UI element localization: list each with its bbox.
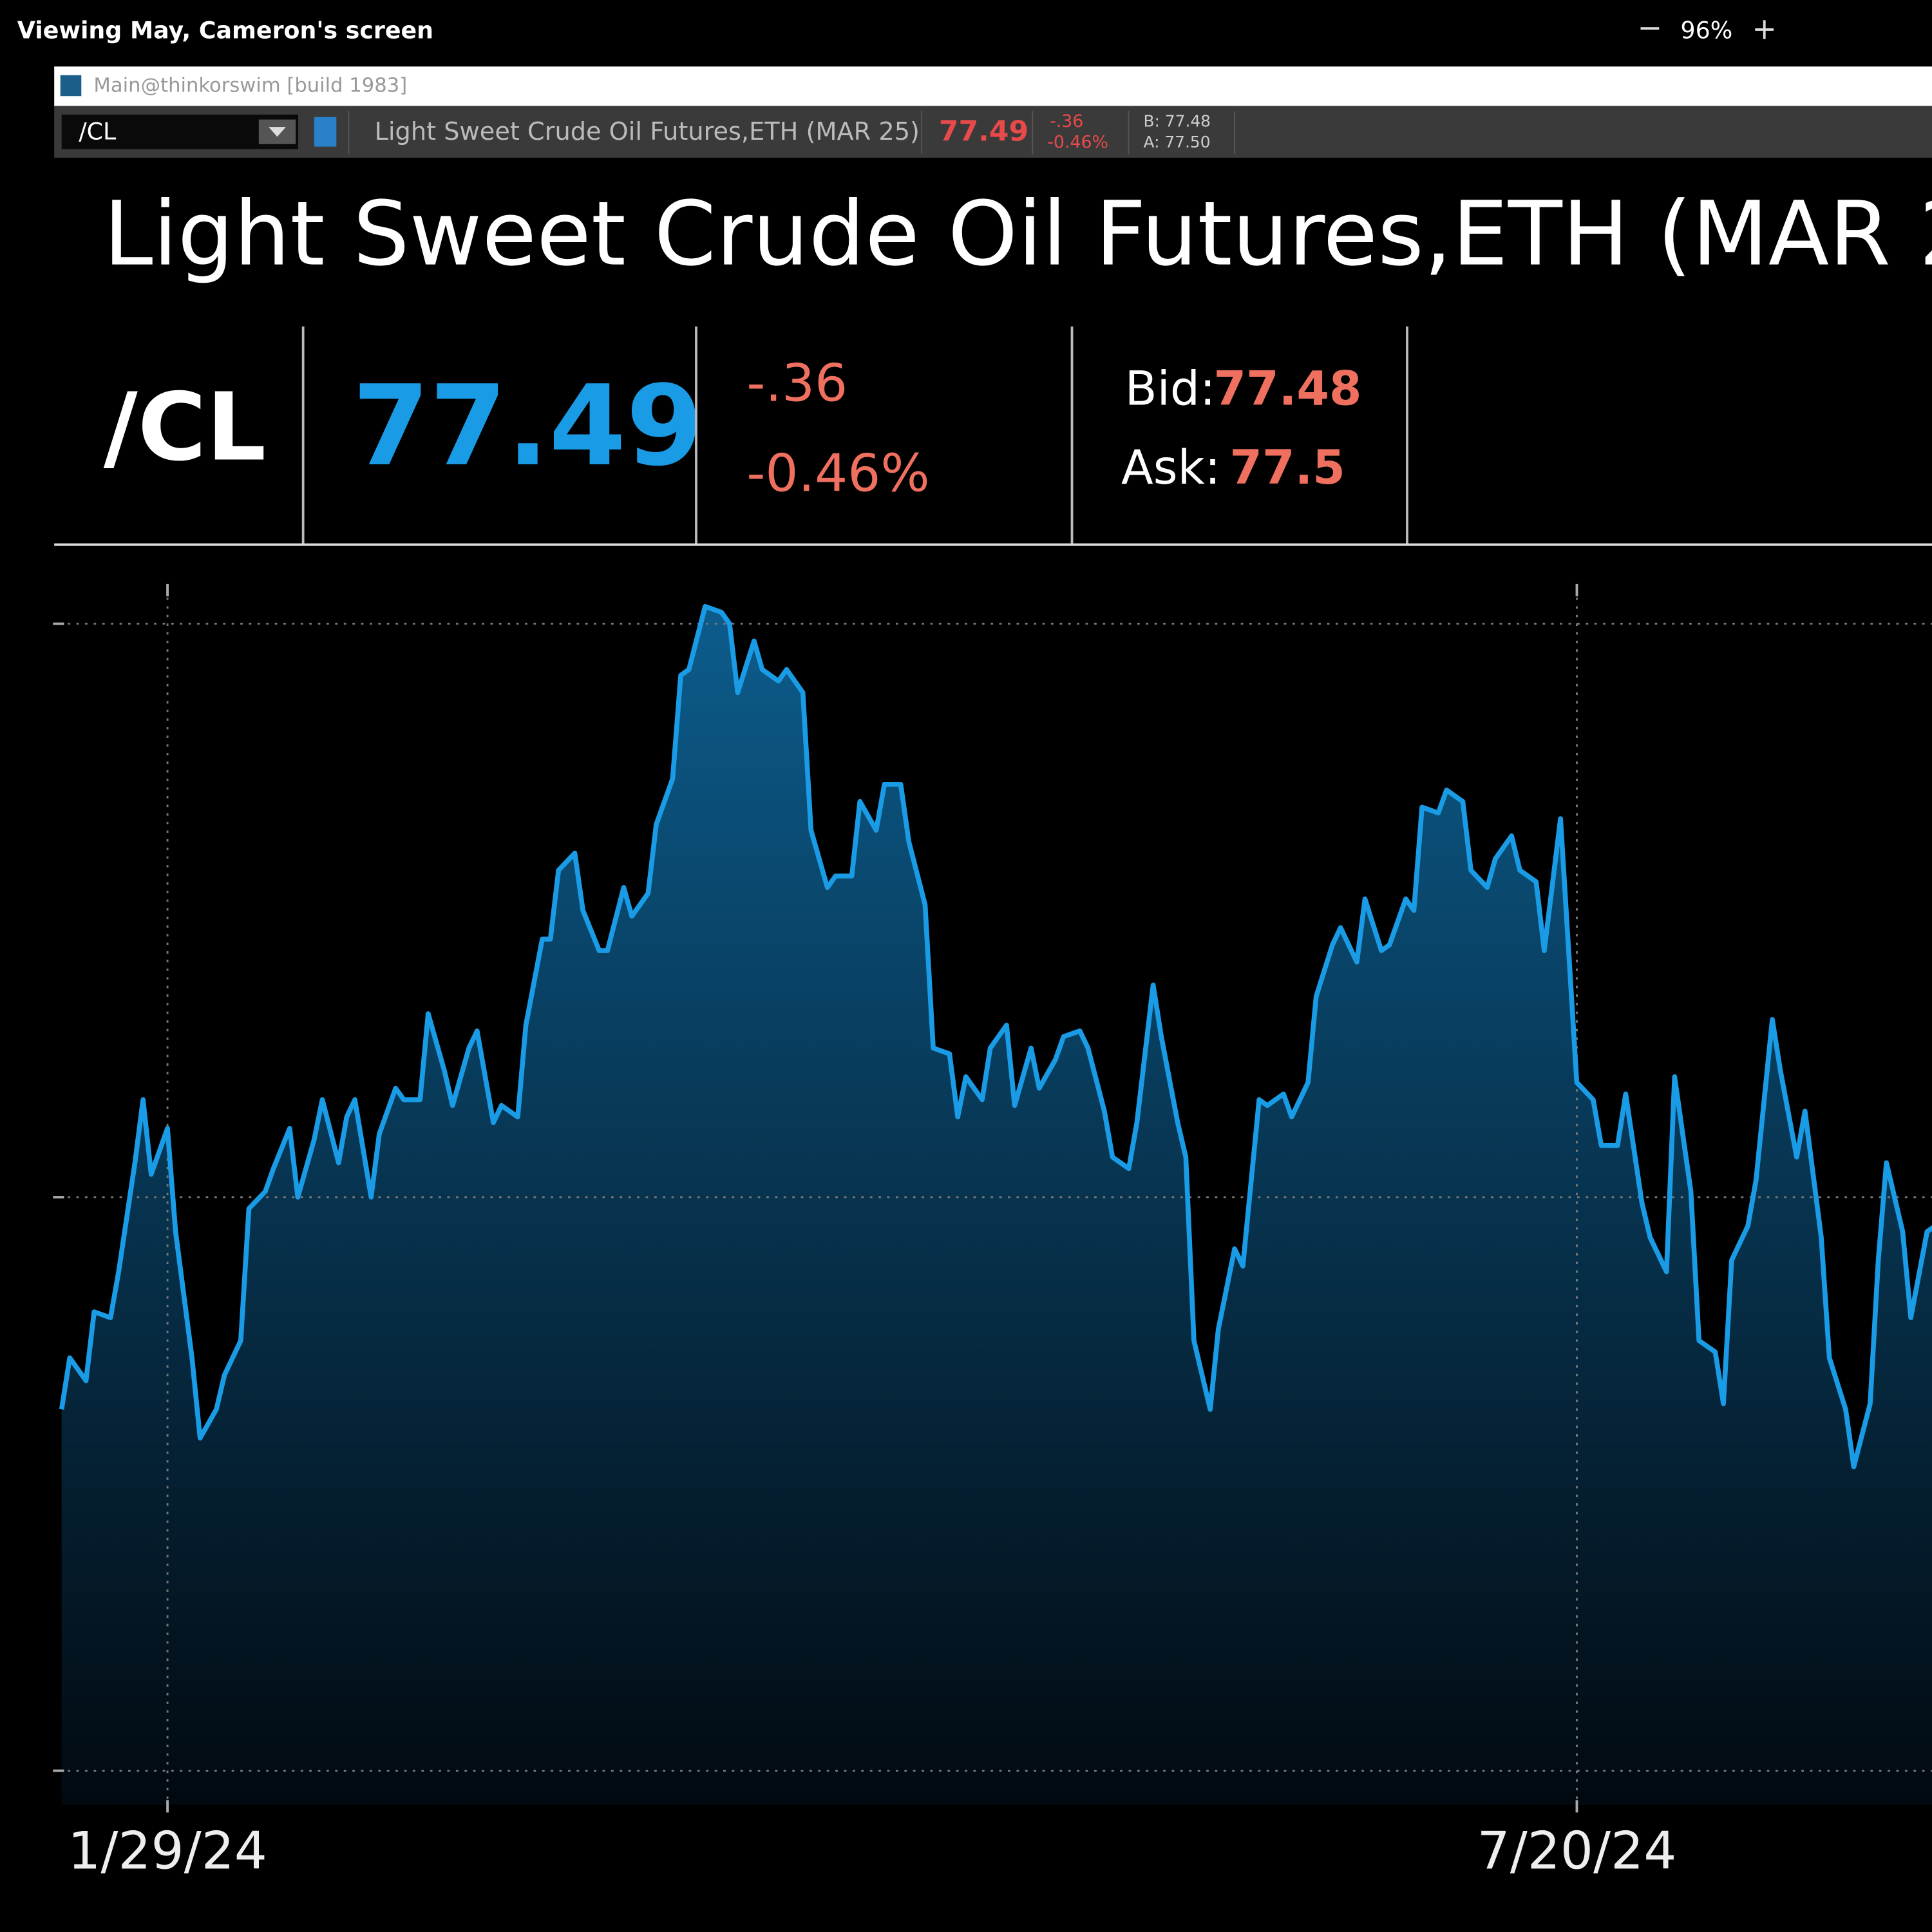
- toolbar-last: 77.49: [939, 115, 1028, 148]
- toolbar-description: Light Sweet Crude Oil Futures,ETH (MAR 2…: [375, 117, 920, 146]
- quote-title: Light Sweet Crude Oil Futures,ETH (MAR 2…: [104, 183, 1932, 286]
- quote-symbol: /CL: [104, 374, 266, 482]
- ask-value: 77.5: [1229, 441, 1345, 495]
- zoom-level: 96%: [1680, 17, 1732, 44]
- window-titlebar: [54, 66, 1932, 106]
- zoom-in[interactable]: +: [1752, 11, 1777, 46]
- x-tick-label: 1/29/24: [68, 1820, 267, 1880]
- quote-last: 77.49: [352, 361, 703, 491]
- ask-label: Ask:: [1121, 441, 1220, 495]
- toolbar-change: -.36: [1050, 111, 1083, 131]
- bid-value: 77.48: [1214, 362, 1362, 416]
- window-title: Main@thinkorswim [build 1983]: [93, 74, 407, 97]
- link-icon[interactable]: [314, 117, 337, 147]
- app-icon: [60, 75, 82, 97]
- toolbar-ask: A: 77.50: [1144, 133, 1211, 151]
- toolbar-symbol: /CL: [79, 118, 117, 146]
- zoom-out[interactable]: −: [1638, 10, 1662, 44]
- toolbar-bid: B: 77.48: [1144, 111, 1211, 130]
- chart: 1/29/24 7/20/24: [53, 583, 1932, 1880]
- quote-percent: -0.46%: [746, 442, 929, 503]
- quote-change: -.36: [746, 353, 848, 413]
- toolbar: [54, 106, 1932, 158]
- area-fill: [61, 606, 1932, 1805]
- dropdown-arrow: [269, 127, 286, 137]
- share-label: Viewing May, Cameron's screen: [17, 17, 433, 44]
- price-line: [59, 603, 1932, 1470]
- toolbar-percent: -0.46%: [1047, 132, 1108, 152]
- x-tick-label: 7/20/24: [1477, 1820, 1677, 1880]
- bid-label: Bid:: [1125, 362, 1216, 416]
